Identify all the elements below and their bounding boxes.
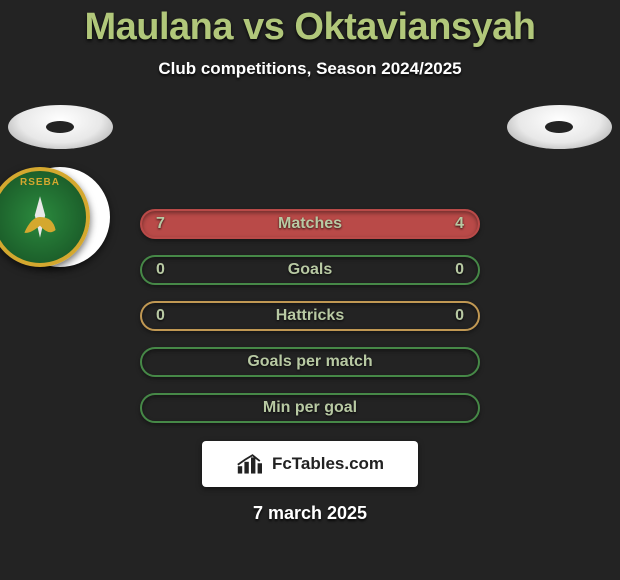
content-area: P.S.I.S. RSEBA Matches74Goals00Hattricks… <box>0 105 620 524</box>
stat-value-left: 7 <box>156 215 165 233</box>
site-logo[interactable]: FcTables.com <box>202 441 418 487</box>
stat-label: Min per goal <box>263 399 357 417</box>
stat-value-right: 4 <box>455 215 464 233</box>
stat-bar-hattricks: Hattricks 0 0 <box>140 301 480 331</box>
site-logo-text: FcTables.com <box>272 454 384 474</box>
stat-value-left: 0 <box>156 307 165 325</box>
subtitle: Club competitions, Season 2024/2025 <box>0 59 620 79</box>
stat-value-left: 0 <box>156 261 165 279</box>
fctables-chart-icon <box>236 453 266 475</box>
persebaya-text: RSEBA <box>0 177 86 188</box>
disc-hole <box>545 121 573 133</box>
stat-value-right: 0 <box>455 261 464 279</box>
page-title: Maulana vs Oktaviansyah <box>0 6 620 49</box>
stat-bar-matches: Matches 7 4 <box>140 209 480 239</box>
stat-label: Goals <box>288 261 332 279</box>
stat-bar-min-per-goal: Min per goal <box>140 393 480 423</box>
stat-label: Matches <box>278 215 342 233</box>
player-photo-placeholder-left <box>8 105 113 149</box>
stat-bars: Matches 7 4 Goals 0 0 Hattricks 0 0 Goals per mat… <box>140 205 480 423</box>
date-label: 7 march 2025 <box>0 503 620 524</box>
stat-bar-goals-per-match: Goals per match <box>140 347 480 377</box>
player-photo-placeholder-right <box>507 105 612 149</box>
stat-label: Goals per match <box>247 353 372 371</box>
stat-bar-goals: Goals 0 0 <box>140 255 480 285</box>
persebaya-emblem-icon <box>14 191 66 243</box>
stat-value-right: 0 <box>455 307 464 325</box>
disc-hole <box>46 121 74 133</box>
stat-label: Hattricks <box>276 307 344 325</box>
comparison-card: Maulana vs Oktaviansyah Club competition… <box>0 0 620 524</box>
